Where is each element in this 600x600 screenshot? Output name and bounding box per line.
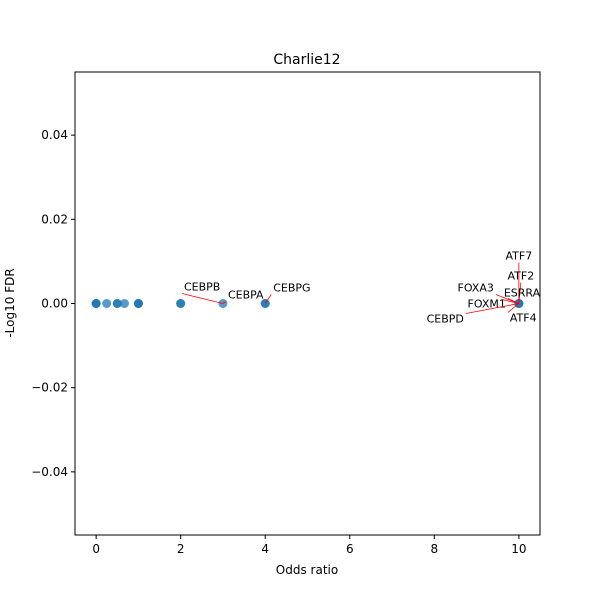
annotation-label: FOXM1 [468, 298, 506, 311]
annotation-label: ATF4 [510, 312, 537, 325]
data-point [112, 299, 122, 308]
y-tick-label: −0.04 [31, 465, 68, 479]
x-tick-label: 10 [511, 542, 526, 556]
chart-title: Charlie12 [273, 52, 340, 68]
annotation-line [507, 303, 520, 313]
data-point [91, 299, 101, 308]
x-tick-label: 0 [92, 542, 100, 556]
y-tick-label: −0.02 [31, 381, 68, 395]
annotation-label: ATF2 [508, 270, 535, 283]
annotation-label: CEBPB [184, 281, 220, 294]
annotation-line [181, 293, 224, 304]
annotation-label: CEBPG [273, 282, 310, 295]
y-axis-label: -Log10 FDR [3, 268, 17, 337]
annotation-label: CEBPD [427, 313, 464, 326]
annotation-line [518, 282, 522, 304]
points-layer [91, 299, 524, 308]
x-axis: 0 2 4 6 8 10 [92, 535, 527, 556]
x-tick-label: 6 [346, 542, 354, 556]
data-point [119, 299, 129, 308]
annotation-line [264, 294, 272, 304]
y-tick-label: 0.04 [41, 128, 68, 142]
annotation-line [507, 298, 520, 304]
annotation-line [501, 299, 519, 304]
x-tick-label: 4 [261, 542, 269, 556]
annotation-line [222, 301, 227, 304]
x-tick-label: 2 [177, 542, 185, 556]
annotation-label: CEBPA [228, 289, 264, 302]
annotation-label: ESRRA [504, 287, 541, 300]
y-tick-label: 0.00 [41, 297, 68, 311]
x-axis-label: Odds ratio [276, 563, 338, 577]
x-tick-label: 8 [430, 542, 438, 556]
data-point [176, 299, 186, 308]
annotation-label: ATF7 [506, 250, 533, 263]
data-point [102, 299, 112, 308]
y-axis: 0.04 0.02 0.00 −0.02 −0.04 [31, 128, 75, 479]
annotation-line [465, 303, 519, 314]
annotation-label: FOXA3 [458, 282, 494, 295]
data-point [133, 299, 143, 308]
y-tick-label: 0.02 [41, 212, 68, 226]
